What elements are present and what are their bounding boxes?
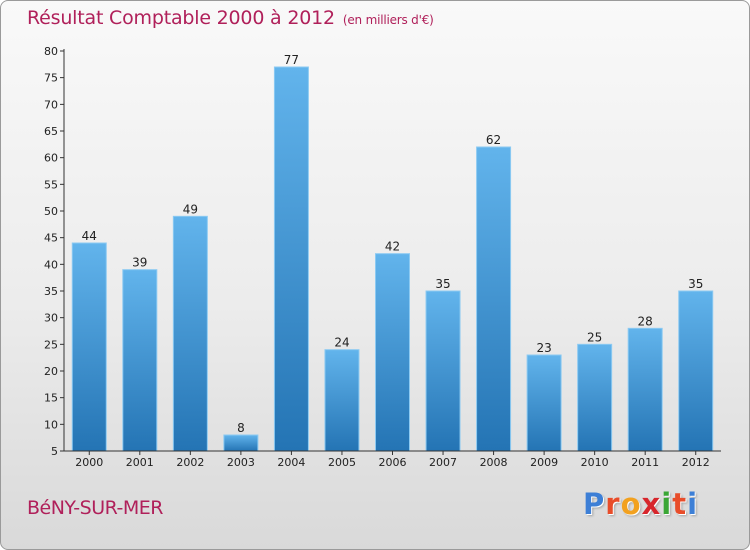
logo-letter: x xyxy=(641,487,662,521)
data-label-2007: 35 xyxy=(435,277,450,291)
logo-letter: o xyxy=(620,487,642,521)
logo-letter: t xyxy=(672,487,688,521)
bar-2005 xyxy=(324,349,360,452)
bar-2003 xyxy=(223,434,259,452)
bar-2004 xyxy=(273,66,309,452)
x-tick-label: 2002 xyxy=(176,456,204,469)
bars-group: 44 39 49 8 77 24 42 35 62 23 25 28 35 xyxy=(71,53,714,452)
x-tick-label: 2009 xyxy=(530,456,558,469)
bar-2010 xyxy=(577,343,613,452)
y-tick-label: 80 xyxy=(44,45,58,58)
y-tick-label: 30 xyxy=(44,312,58,325)
y-tick-label: 70 xyxy=(44,98,58,111)
x-axis: 2000 2001 2002 2003 2004 2005 2006 2007 2008 2009… xyxy=(64,450,721,469)
x-tick-label: 2007 xyxy=(429,456,457,469)
bar-2002 xyxy=(172,215,208,452)
data-label-2003: 8 xyxy=(237,421,245,435)
y-tick-label: 5 xyxy=(51,445,58,458)
data-label-2012: 35 xyxy=(688,277,703,291)
bar-2011 xyxy=(627,327,663,452)
x-tick-label: 2012 xyxy=(682,456,710,469)
y-axis: 5 10 15 20 25 30 35 40 45 50 55 60 65 70 75 80 xyxy=(44,45,65,458)
data-label-2010: 25 xyxy=(587,330,602,344)
x-tick-label: 2003 xyxy=(227,456,255,469)
bar-2006 xyxy=(375,253,410,452)
logo-letter: r xyxy=(605,487,621,521)
y-tick-label: 25 xyxy=(44,338,58,351)
data-label-2004: 77 xyxy=(284,53,299,67)
chart-title: Résultat Comptable 2000 à 2012 (en millie… xyxy=(27,7,434,29)
y-tick-label: 50 xyxy=(44,205,58,218)
commune-name: BéNY-SUR-MER xyxy=(27,497,164,519)
logo-letter: i xyxy=(687,487,699,521)
y-tick-label: 10 xyxy=(44,418,58,431)
data-label-2005: 24 xyxy=(334,336,349,350)
y-tick-label: 55 xyxy=(44,178,58,191)
x-tick-label: 2006 xyxy=(379,456,407,469)
y-tick-label: 15 xyxy=(44,392,58,405)
bar-2000 xyxy=(71,242,107,452)
x-tick-label: 2005 xyxy=(328,456,356,469)
x-tick-label: 2010 xyxy=(581,456,609,469)
bar-2008 xyxy=(476,146,512,452)
y-tick-label: 35 xyxy=(44,285,58,298)
data-label-2002: 49 xyxy=(183,202,198,216)
x-tick-label: 2008 xyxy=(480,456,508,469)
y-tick-label: 45 xyxy=(44,232,58,245)
proxiti-logo[interactable]: Proxiti xyxy=(583,487,698,521)
bar-2009 xyxy=(526,354,562,452)
data-label-2000: 44 xyxy=(82,229,97,243)
data-label-2011: 28 xyxy=(638,314,653,328)
chart-title-text: Résultat Comptable 2000 à 2012 xyxy=(27,7,335,29)
logo-letter: i xyxy=(661,487,673,521)
data-label-2008: 62 xyxy=(486,133,501,147)
y-tick-label: 60 xyxy=(44,152,58,165)
x-tick-label: 2001 xyxy=(126,456,154,469)
y-tick-label: 75 xyxy=(44,72,58,85)
chart-subtitle: (en milliers d'€) xyxy=(342,13,434,27)
bar-2012 xyxy=(678,290,714,452)
data-label-2001: 39 xyxy=(132,256,147,270)
bar-2007 xyxy=(425,290,461,452)
x-tick-label: 2000 xyxy=(75,456,103,469)
data-label-2009: 23 xyxy=(536,341,551,355)
x-tick-label: 2011 xyxy=(631,456,659,469)
bar-2001 xyxy=(122,269,158,452)
x-tick-label: 2004 xyxy=(277,456,305,469)
y-tick-label: 20 xyxy=(44,365,58,378)
logo-letter: P xyxy=(583,487,606,521)
data-label-2006: 42 xyxy=(385,240,400,254)
y-tick-label: 40 xyxy=(44,258,58,271)
y-tick-label: 65 xyxy=(44,125,58,138)
